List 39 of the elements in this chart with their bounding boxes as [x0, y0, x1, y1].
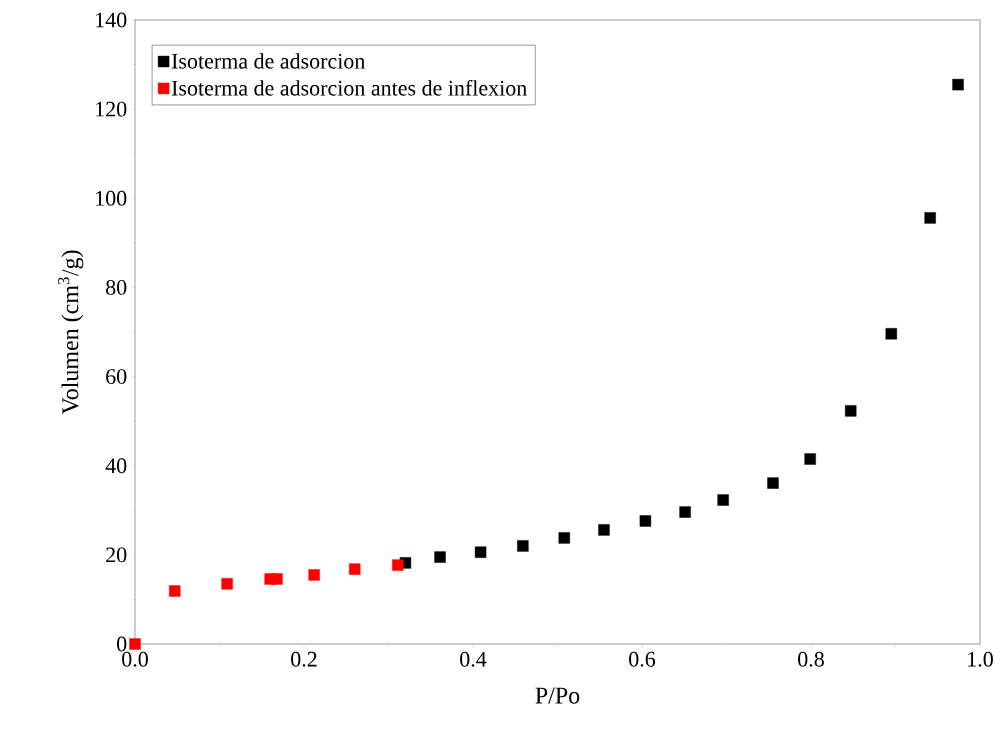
point [129, 638, 141, 650]
x-tick-label: 0.0 [122, 651, 148, 667]
legend-label: Isoterma de adsorcion [171, 53, 366, 69]
point [271, 573, 283, 585]
x-tick-label: 0.8 [798, 651, 824, 667]
point [598, 524, 610, 536]
y-tick-label: 80 [106, 280, 127, 295]
point [679, 506, 691, 518]
point [349, 563, 361, 575]
point [558, 532, 570, 544]
point [308, 569, 320, 581]
point [221, 578, 233, 590]
point [952, 78, 964, 91]
point [392, 559, 404, 571]
point [885, 328, 897, 340]
y-tick-label: 20 [106, 547, 127, 563]
point [804, 453, 816, 465]
point [169, 585, 181, 597]
y-tick-label: 40 [105, 458, 127, 474]
y-tick-label: 60 [106, 369, 127, 384]
x-tick-label: 1.0 [968, 651, 993, 667]
x-axis-title: P/Po [535, 687, 580, 704]
y-axis-title: Volumen (cm$^{3}$/g) [58, 250, 84, 415]
point [767, 477, 779, 489]
point [474, 546, 487, 558]
legend-label: Isoterma de adsorcion antes de inflexion [171, 79, 527, 96]
x-tick-label: 0.4 [460, 651, 487, 667]
point [434, 551, 446, 563]
y-tick-label: 100 [96, 190, 127, 206]
point [639, 515, 652, 527]
point [517, 540, 529, 552]
point [845, 405, 857, 417]
y-tick-label: 0 [117, 636, 127, 652]
point [717, 494, 729, 506]
point [924, 212, 936, 224]
y-tick-label: 140 [96, 12, 127, 28]
x-tick-label: 0.2 [291, 651, 317, 667]
x-tick-label: 0.6 [629, 651, 656, 667]
y-tick-label: 120 [96, 101, 127, 117]
